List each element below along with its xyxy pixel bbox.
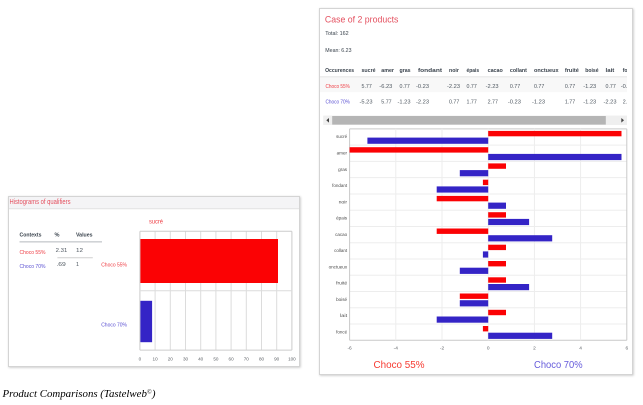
svg-text:1.77: 1.77 xyxy=(467,99,477,105)
svg-text:80: 80 xyxy=(259,356,265,361)
svg-text:épais: épais xyxy=(336,216,348,222)
svg-text:amer: amer xyxy=(337,150,348,156)
svg-text:-2.23: -2.23 xyxy=(447,84,461,90)
svg-text:noir: noir xyxy=(449,68,460,74)
svg-text:40: 40 xyxy=(198,356,204,361)
svg-text:0.77: 0.77 xyxy=(449,99,459,105)
svg-text:Values: Values xyxy=(76,233,93,239)
svg-text:Choco 55%: Choco 55% xyxy=(101,262,127,268)
svg-text:collant: collant xyxy=(510,68,527,74)
svg-text:Case of 2 products: Case of 2 products xyxy=(325,15,399,25)
svg-text:Choco 70%: Choco 70% xyxy=(101,322,127,328)
svg-text:gras: gras xyxy=(338,167,348,173)
svg-text:1: 1 xyxy=(76,262,79,268)
svg-text:onctueux: onctueux xyxy=(329,264,348,270)
svg-text:Total: 162: Total: 162 xyxy=(325,31,348,37)
svg-text:fondant: fondant xyxy=(332,183,348,189)
svg-text:100: 100 xyxy=(288,356,296,361)
svg-text:60: 60 xyxy=(229,356,235,361)
svg-text:70: 70 xyxy=(244,356,250,361)
svg-text:lait: lait xyxy=(606,68,615,74)
svg-text:12: 12 xyxy=(76,248,83,254)
svg-text:-1.23: -1.23 xyxy=(398,99,412,105)
svg-text:2: 2 xyxy=(533,345,536,351)
svg-text:foncé: foncé xyxy=(336,329,347,335)
svg-text:6: 6 xyxy=(625,345,628,351)
svg-text:-6.23: -6.23 xyxy=(379,84,393,90)
svg-text:Choco 70%: Choco 70% xyxy=(20,264,47,270)
svg-text:0.77: 0.77 xyxy=(400,84,410,90)
svg-text:5.77: 5.77 xyxy=(381,99,391,105)
svg-text:Choco 55%: Choco 55% xyxy=(374,360,425,371)
svg-text:foncé: foncé xyxy=(623,68,637,74)
svg-text:0.77: 0.77 xyxy=(606,84,616,90)
svg-text:0.77: 0.77 xyxy=(467,84,477,90)
svg-text:onctueux: onctueux xyxy=(534,68,559,74)
svg-text:cacao: cacao xyxy=(335,233,347,238)
svg-text:Contexts: Contexts xyxy=(20,233,42,239)
svg-text:-2.23: -2.23 xyxy=(416,99,430,105)
svg-text:fruité: fruité xyxy=(565,68,580,74)
svg-text:Choco 55%: Choco 55% xyxy=(20,250,47,256)
svg-text:boisé: boisé xyxy=(336,297,347,303)
svg-text:-1.23: -1.23 xyxy=(532,99,546,105)
svg-text:Occurences: Occurences xyxy=(325,68,355,74)
svg-text:Histograms of qualifiers: Histograms of qualifiers xyxy=(10,197,71,206)
svg-text:0.77: 0.77 xyxy=(565,84,575,90)
svg-text:-4: -4 xyxy=(394,345,399,351)
svg-text:cacao: cacao xyxy=(488,68,504,74)
svg-text:gras: gras xyxy=(400,68,412,74)
svg-text:20: 20 xyxy=(168,356,174,361)
svg-text:Choco 55%: Choco 55% xyxy=(326,84,351,90)
svg-text:%: % xyxy=(55,233,61,239)
svg-text:4: 4 xyxy=(579,345,582,351)
svg-text:30: 30 xyxy=(183,356,189,361)
svg-text:-2.23: -2.23 xyxy=(486,84,500,90)
svg-text:-2: -2 xyxy=(440,345,445,351)
svg-text:0.77: 0.77 xyxy=(510,84,520,90)
svg-text:-1.23: -1.23 xyxy=(583,99,597,105)
svg-text:.69: .69 xyxy=(56,262,66,268)
svg-text:10: 10 xyxy=(153,356,159,361)
svg-text:-5.23: -5.23 xyxy=(360,99,374,105)
svg-text:sucré: sucré xyxy=(149,218,164,225)
svg-text:Choco 70%: Choco 70% xyxy=(326,99,351,105)
svg-text:2.31: 2.31 xyxy=(56,248,68,254)
svg-text:2.77: 2.77 xyxy=(623,99,633,105)
svg-text:Mean: 6.23: Mean: 6.23 xyxy=(325,48,351,54)
svg-text:-0.23: -0.23 xyxy=(508,99,522,105)
svg-text:50: 50 xyxy=(213,356,219,361)
svg-text:collant: collant xyxy=(334,248,348,254)
svg-text:1.77: 1.77 xyxy=(565,99,575,105)
svg-text:sucré: sucré xyxy=(362,68,377,74)
svg-text:fruité: fruité xyxy=(336,281,347,287)
svg-text:0.77: 0.77 xyxy=(534,84,544,90)
svg-text:-0.23: -0.23 xyxy=(621,84,635,90)
svg-text:0: 0 xyxy=(487,345,490,351)
svg-text:2.77: 2.77 xyxy=(488,99,498,105)
svg-text:noir: noir xyxy=(339,199,348,205)
svg-text:90: 90 xyxy=(274,356,280,361)
svg-text:boisé: boisé xyxy=(585,68,599,74)
svg-text:fondant: fondant xyxy=(418,68,442,74)
svg-text:Product Comparisons (Tastelweb: Product Comparisons (Tastelweb©) xyxy=(2,388,156,400)
svg-text:-6: -6 xyxy=(347,345,352,351)
svg-text:épais: épais xyxy=(467,68,480,74)
svg-text:Choco 70%: Choco 70% xyxy=(534,360,583,371)
svg-text:sucré: sucré xyxy=(336,134,347,140)
svg-text:5.77: 5.77 xyxy=(362,84,372,90)
svg-text:0: 0 xyxy=(139,356,142,361)
svg-text:-1.23: -1.23 xyxy=(583,84,597,90)
svg-text:amer: amer xyxy=(381,68,394,74)
svg-text:-2.23: -2.23 xyxy=(604,99,618,105)
svg-text:-0.23: -0.23 xyxy=(416,84,430,90)
svg-text:lait: lait xyxy=(340,313,348,319)
